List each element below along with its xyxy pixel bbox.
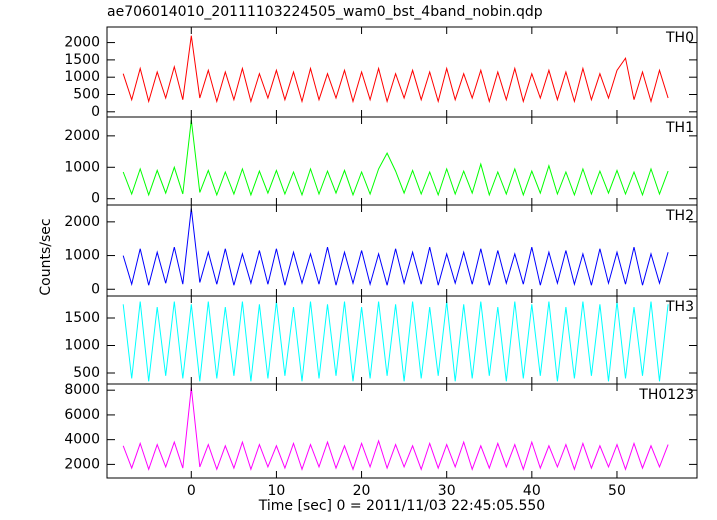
y-tick-label: 500 [73,365,100,381]
panel-label: TH3 [665,299,694,315]
y-tick-label: 2000 [64,456,100,472]
panel-frame [106,383,698,479]
panel-label: TH2 [665,208,694,224]
y-tick-label: 2000 [64,128,100,144]
y-tick-label: 1500 [64,52,100,68]
series-line [122,120,669,197]
x-axis-label: Time [sec] 0 = 2011/11/03 22:45:05.550 [258,498,545,514]
panel-label: TH1 [665,120,694,136]
y-axis-label: Counts/sec [38,218,54,295]
x-tick-label: 40 [523,483,541,499]
x-tick-label: 20 [353,483,371,499]
y-tick-label: 1000 [64,338,100,354]
panel-label: TH0123 [638,387,694,403]
y-tick-label: 6000 [64,407,100,423]
panel-label: TH0 [665,30,694,46]
y-tick-label: 2000 [64,214,100,230]
y-tick-label: 4000 [64,432,100,448]
y-tick-label: 2000 [64,35,100,51]
y-tick-label: 0 [91,104,100,120]
y-tick-label: 0 [91,191,100,207]
series-line [122,35,669,104]
y-tick-label: 500 [73,87,100,103]
y-tick-label: 8000 [64,382,100,398]
series-line [122,208,669,287]
y-tick-label: 1000 [64,248,100,264]
chart-title: ae706014010_20111103224505_wam0_bst_4ban… [107,4,543,20]
x-tick-label: 50 [608,483,626,499]
panel-frame [106,26,698,118]
y-tick-label: 1000 [64,69,100,85]
y-tick-label: 1000 [64,159,100,175]
series-line [122,387,669,471]
y-tick-label: 0 [91,281,100,297]
x-tick-label: 10 [268,483,286,499]
x-tick-label: 30 [438,483,456,499]
series-line [122,301,669,382]
x-tick-label: 0 [187,483,196,499]
y-tick-label: 1500 [64,310,100,326]
